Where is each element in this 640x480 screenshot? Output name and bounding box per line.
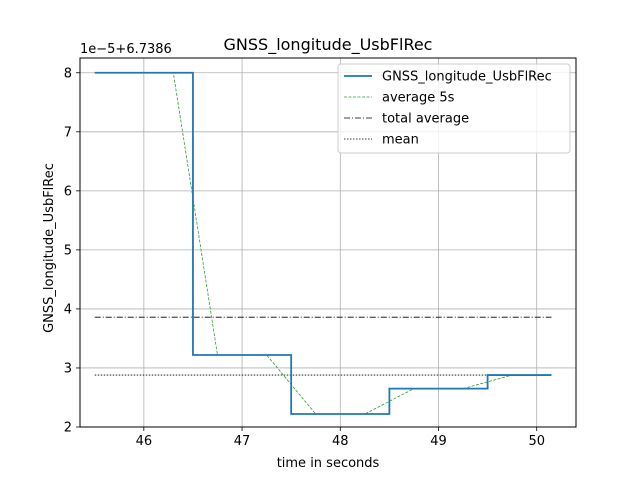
plot-series bbox=[94, 71, 552, 415]
y-tick-label: 2 bbox=[64, 421, 72, 436]
x-tick-label: 50 bbox=[528, 434, 545, 449]
y-tick-label: 5 bbox=[64, 243, 72, 258]
axis-ticks: 46 47 48 49 50 2 3 4 5 6 7 8 bbox=[64, 66, 545, 449]
plot-frame bbox=[79, 57, 577, 428]
y-tick-label: 7 bbox=[64, 125, 72, 140]
legend-box bbox=[337, 63, 571, 154]
legend-label: GNSS_longitude_UsbFlRec bbox=[382, 70, 552, 85]
x-tick-label: 46 bbox=[136, 434, 153, 449]
series-line-0 bbox=[94, 71, 552, 415]
y-tick-label: 3 bbox=[64, 361, 72, 376]
y-tick-label: 4 bbox=[64, 302, 72, 317]
chart-title: GNSS_longitude_UsbFlRec bbox=[224, 35, 433, 55]
y-tick-label: 6 bbox=[64, 184, 72, 199]
x-tick-label: 47 bbox=[234, 434, 251, 449]
x-tick-label: 48 bbox=[332, 434, 349, 449]
y-tick-label: 8 bbox=[64, 66, 72, 81]
legend-label: total average bbox=[382, 112, 469, 127]
y-axis-label: GNSS_longitude_UsbFlRec bbox=[42, 163, 57, 333]
legend-label: average 5s bbox=[382, 91, 455, 106]
x-axis-label: time in seconds bbox=[277, 456, 380, 471]
x-tick-label: 49 bbox=[430, 434, 447, 449]
y-offset-label: 1e−5+6.7386 bbox=[80, 42, 172, 57]
legend-label: mean bbox=[382, 133, 419, 148]
